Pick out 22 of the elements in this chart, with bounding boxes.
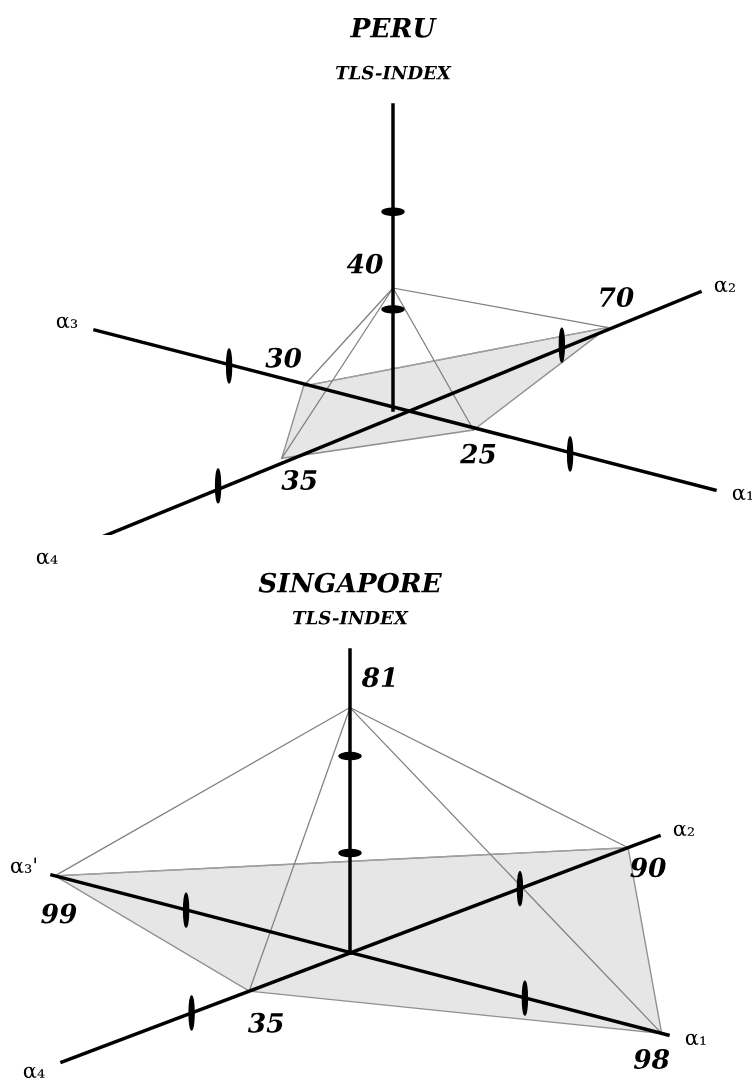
text: PERU <box>349 18 437 38</box>
category-label: TLS-INDEX <box>336 65 452 80</box>
text: SINGAPORE <box>258 572 442 593</box>
category-label: α₁ <box>685 1033 706 1045</box>
data-label: 90 <box>630 857 666 878</box>
data-label: 81 <box>362 667 395 688</box>
data-label: 25 <box>460 443 496 464</box>
category-label: α₃ <box>56 316 78 328</box>
data-label: 40 <box>346 253 383 274</box>
data-label: 70 <box>600 287 634 308</box>
category-label: α₁ <box>732 488 752 500</box>
category-label: α₄ <box>36 552 58 564</box>
category-label: α₄ <box>23 1066 45 1078</box>
data-label: 99 <box>41 903 77 924</box>
category-label: α₂ <box>714 280 735 292</box>
data-label: 98 <box>633 1049 670 1070</box>
category-label: TLS-INDEX <box>293 610 409 625</box>
category-label: α₂ <box>673 824 694 836</box>
data-label: 35 <box>281 470 317 490</box>
data-label: 35 <box>247 1012 283 1033</box>
category-label: α₃' <box>10 857 37 873</box>
data-label: 30 <box>265 347 302 368</box>
